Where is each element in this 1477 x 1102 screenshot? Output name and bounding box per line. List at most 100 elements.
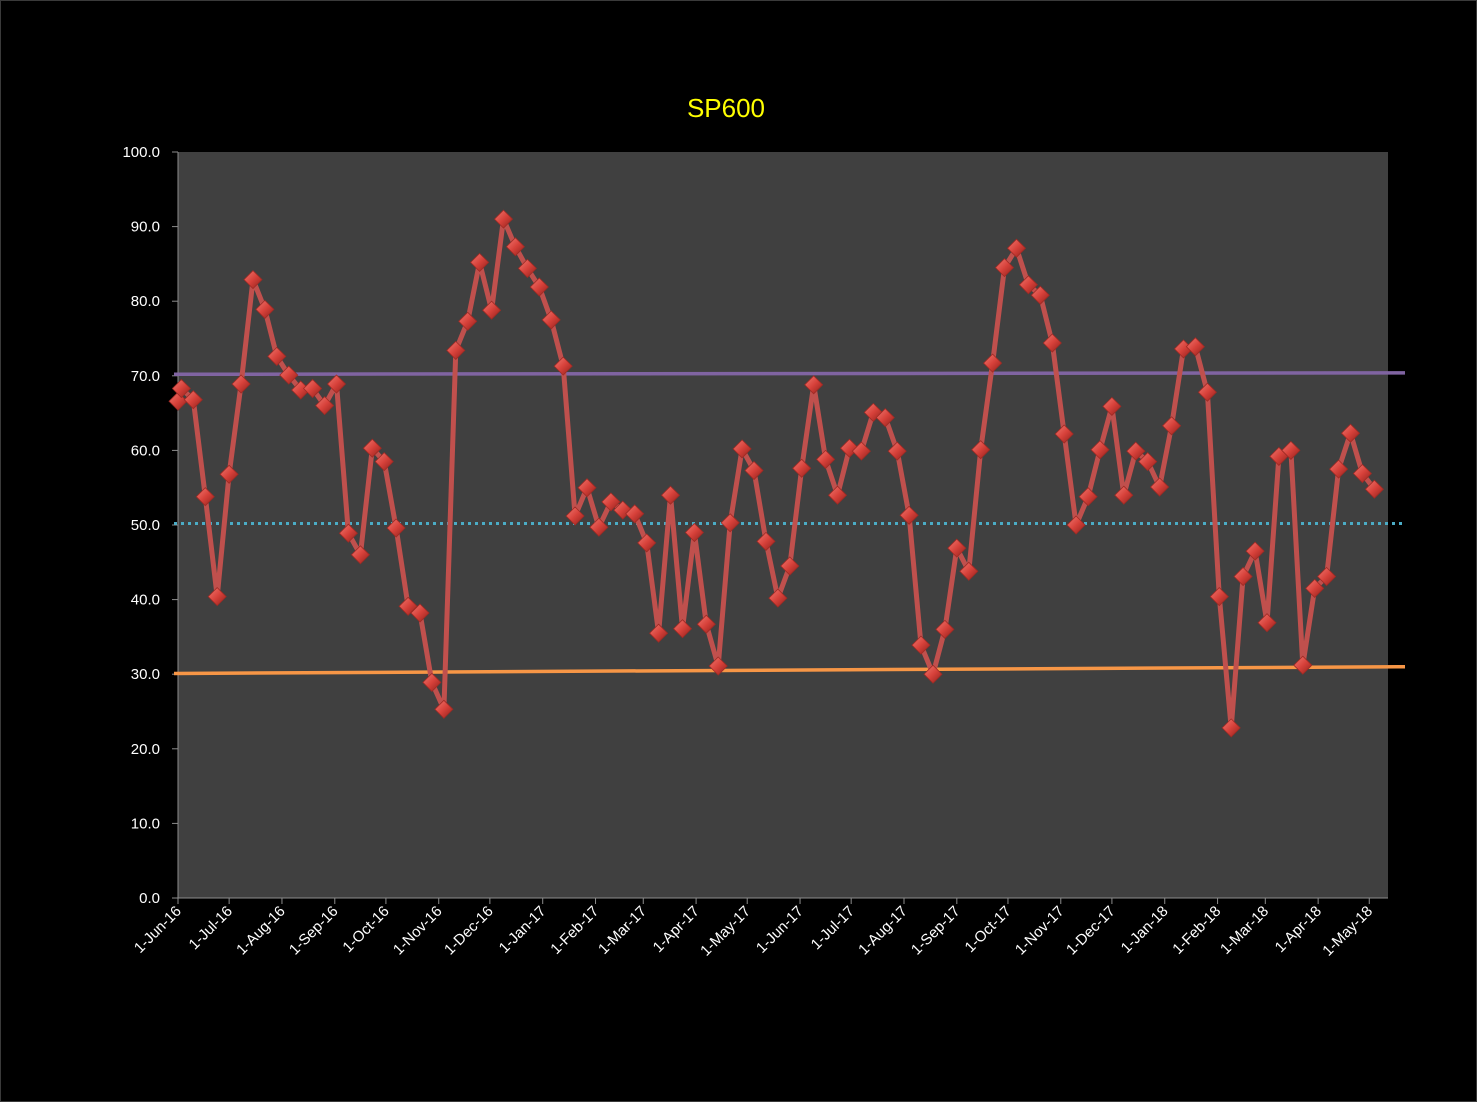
- data-point: [601, 492, 621, 512]
- data-point: [720, 513, 740, 533]
- data-point: [195, 487, 215, 507]
- x-tick-label: 1-Aug-17: [855, 903, 911, 959]
- data-point: [756, 531, 776, 551]
- data-point: [1245, 541, 1265, 561]
- data-point: [255, 299, 275, 319]
- data-point: [434, 699, 454, 719]
- data-point: [1090, 440, 1110, 460]
- y-tick-label: 50.0: [131, 517, 160, 534]
- data-point: [1305, 578, 1325, 598]
- x-tick-label: 1-Oct-16: [339, 903, 392, 956]
- reference-line-1: [173, 371, 1406, 377]
- data-point: [911, 635, 931, 655]
- data-point: [470, 252, 490, 272]
- data-point: [744, 460, 764, 481]
- data-point: [303, 378, 323, 399]
- x-tick-label: 1-May-18: [1319, 903, 1376, 960]
- data-point: [1197, 382, 1217, 402]
- x-tick-label: 1-Apr-18: [1272, 903, 1325, 956]
- x-tick-label: 1-Sep-17: [908, 903, 964, 959]
- data-point: [994, 258, 1015, 278]
- x-tick-label: 1-Jul-17: [808, 903, 858, 953]
- data-point: [326, 374, 347, 394]
- data-point: [923, 664, 943, 684]
- data-point: [362, 438, 382, 458]
- x-axis: 1-Jun-16 1-Jul-161-Aug-161-Sep-161-Oct-16…: [131, 897, 1388, 960]
- data-point: [1329, 459, 1349, 479]
- x-tick-label: 1-Jan-17: [496, 903, 550, 957]
- x-tick-label: 1-Dec-17: [1063, 903, 1119, 959]
- data-point: [1257, 613, 1277, 633]
- data-point: [231, 374, 251, 394]
- data-point: [1209, 587, 1229, 607]
- y-tick-label: 40.0: [131, 592, 160, 609]
- data-point: [446, 340, 466, 360]
- data-point: [875, 408, 895, 428]
- data-point: [386, 518, 406, 538]
- data-point: [505, 237, 525, 257]
- y-tick-label: 80.0: [131, 293, 160, 310]
- x-tick-label: 1-Jul-16: [186, 903, 236, 953]
- data-point: [517, 258, 537, 278]
- data-point: [1162, 416, 1182, 436]
- data-point: [851, 441, 871, 461]
- data-point: [1340, 423, 1361, 443]
- data-point: [947, 538, 967, 558]
- data-point: [410, 603, 430, 623]
- data-point: [529, 277, 549, 297]
- data-point: [660, 485, 681, 505]
- data-point: [374, 452, 394, 472]
- data-point: [338, 523, 358, 543]
- data-point: [243, 270, 263, 290]
- series-sp600: [168, 209, 1384, 738]
- data-point: [183, 390, 203, 410]
- x-tick-label: 1-Dec-16: [441, 903, 497, 959]
- data-point: [541, 310, 561, 330]
- data-point: [1126, 441, 1146, 461]
- x-tick-label: 1-Sep-16: [286, 903, 342, 959]
- data-point: [1293, 655, 1313, 675]
- data-point: [589, 517, 609, 537]
- y-tick-label: 20.0: [131, 741, 160, 758]
- data-point: [1233, 566, 1253, 587]
- x-tick-label: 1-Jan-18: [1118, 903, 1172, 957]
- data-point: [458, 311, 478, 331]
- y-tick-label: 30.0: [131, 666, 160, 683]
- data-point: [1102, 396, 1122, 416]
- data-point: [1018, 275, 1038, 295]
- data-point: [625, 504, 645, 524]
- data-point: [672, 619, 693, 639]
- data-point: [1066, 515, 1086, 535]
- y-axis: 0.0 10.0 20.0 30.0 40.0 50.0 60.0 70.0 80.0 90.0 1…: [122, 144, 179, 907]
- data-point: [1030, 285, 1050, 305]
- y-tick-label: 10.0: [131, 815, 160, 832]
- data-point: [279, 365, 299, 385]
- x-tick-label: 1-Oct-17: [961, 903, 1014, 956]
- data-point: [768, 588, 788, 608]
- data-point: [219, 464, 239, 484]
- x-tick-label: 1-Mar-17: [595, 903, 650, 958]
- data-point: [899, 505, 919, 525]
- data-point: [171, 378, 191, 399]
- data-point: [207, 587, 227, 607]
- data-point: [1042, 333, 1062, 353]
- data-point: [1317, 566, 1337, 587]
- data-point: [827, 485, 848, 505]
- data-point: [1150, 477, 1170, 497]
- data-point: [696, 614, 716, 634]
- x-tick-label: 1-Nov-17: [1012, 903, 1068, 959]
- data-point: [971, 440, 991, 460]
- data-point: [267, 346, 287, 366]
- y-tick-label: 0.0: [139, 890, 160, 907]
- series-line: [175, 216, 1377, 731]
- x-tick-label: 1-Apr-17: [650, 903, 703, 956]
- data-point: [792, 458, 812, 478]
- x-tick-label: 1-May-17: [697, 903, 754, 960]
- y-tick-label: 60.0: [131, 442, 160, 459]
- x-tick-label: 1-Feb-17: [547, 903, 602, 958]
- data-point: [565, 506, 585, 526]
- data-point: [315, 396, 335, 416]
- y-tick-label: 70.0: [131, 368, 160, 385]
- data-point: [1221, 718, 1241, 738]
